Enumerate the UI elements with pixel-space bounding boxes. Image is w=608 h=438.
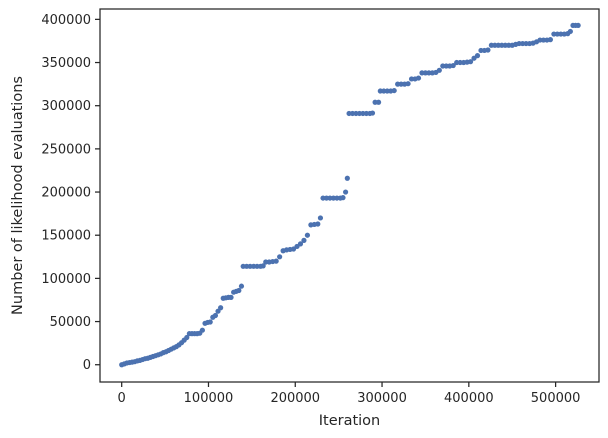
- data-point: [485, 47, 491, 53]
- data-point: [405, 81, 411, 87]
- y-tick-label: 0: [83, 358, 91, 373]
- y-axis: 0 50000 100000 150000 200000 250000 300000 3500…: [41, 13, 100, 373]
- data-point: [218, 305, 224, 311]
- data-point: [297, 241, 304, 247]
- data-point: [199, 327, 205, 333]
- y-tick-label: 250000: [41, 142, 91, 157]
- y-tick-label: 100000: [41, 272, 91, 287]
- x-tick-label: 100000: [184, 391, 234, 406]
- y-tick-label: 200000: [41, 186, 91, 201]
- data-point: [277, 254, 283, 260]
- x-tick-label: 300000: [357, 391, 407, 406]
- data-point: [450, 62, 456, 69]
- data-point: [236, 287, 242, 294]
- data-point: [207, 319, 213, 325]
- y-axis-label: Number of likelihood evaluations: [10, 76, 26, 315]
- data-point: [342, 189, 349, 195]
- data-point: [436, 67, 442, 73]
- x-axis-label: Iteration: [319, 413, 381, 429]
- data-point: [567, 28, 573, 35]
- data-point: [317, 215, 324, 221]
- data-point: [212, 312, 219, 319]
- data-point: [467, 59, 474, 65]
- data-point: [301, 237, 307, 243]
- data-point: [238, 283, 245, 289]
- data-point: [391, 87, 397, 94]
- data-point: [304, 232, 311, 238]
- y-tick-label: 400000: [41, 13, 91, 28]
- data-point: [415, 75, 422, 81]
- x-tick-label: 500000: [531, 391, 581, 406]
- data-point: [369, 110, 376, 116]
- data-point: [375, 99, 382, 105]
- x-axis: 0 100000 200000 300000 400000 500000: [118, 382, 581, 406]
- y-tick-label: 300000: [41, 99, 91, 114]
- data-point: [344, 175, 350, 181]
- data-point: [184, 334, 190, 341]
- data-point: [575, 22, 581, 29]
- y-tick-label: 150000: [41, 229, 91, 244]
- data-point: [260, 263, 266, 269]
- data-point: [315, 221, 321, 227]
- data-point: [474, 53, 481, 59]
- data-point: [273, 258, 279, 264]
- data-point: [228, 294, 234, 300]
- data-points: [119, 22, 581, 368]
- y-tick-label: 350000: [41, 56, 91, 71]
- x-tick-label: 200000: [270, 391, 320, 406]
- x-tick-label: 400000: [444, 391, 494, 406]
- plot-frame: [99, 8, 600, 383]
- data-point: [340, 195, 346, 201]
- data-point: [547, 37, 554, 43]
- x-tick-label: 0: [118, 391, 126, 406]
- y-tick-label: 50000: [50, 315, 91, 330]
